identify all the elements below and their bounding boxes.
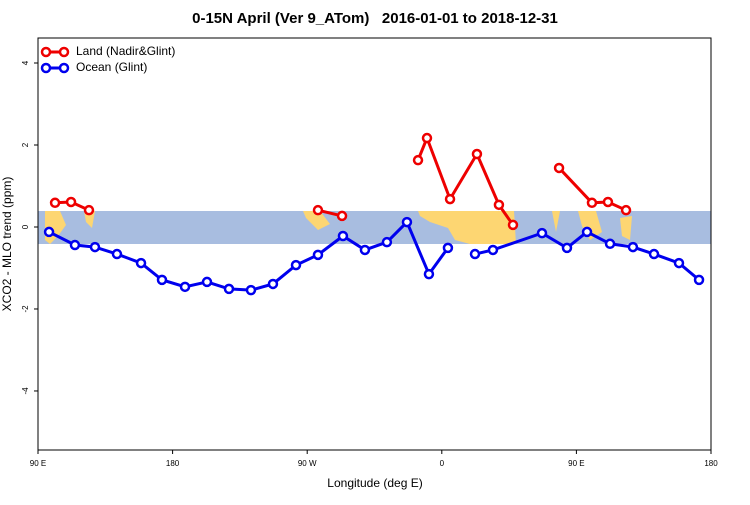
point: [444, 193, 456, 205]
point: [627, 241, 639, 253]
legend-marker: [40, 46, 52, 58]
point: [49, 197, 61, 209]
x-tick-label: 90 E: [568, 459, 584, 468]
x-tick-label: 180: [166, 459, 180, 468]
y-axis-label: XCO2 - MLO trend (ppm): [0, 177, 14, 312]
point: [553, 162, 565, 174]
point: [359, 244, 371, 256]
x-axis-label: Longitude (deg E): [327, 476, 422, 490]
point: [423, 268, 435, 280]
point: [135, 257, 147, 269]
x-tick-label: 0: [440, 459, 445, 468]
point: [201, 276, 213, 288]
point: [561, 242, 573, 254]
plot-frame: [37, 37, 712, 451]
legend-label: Ocean (Glint): [76, 60, 147, 74]
point: [536, 227, 548, 239]
point: [179, 281, 191, 293]
point: [507, 219, 519, 231]
y-tick-label: 2: [21, 142, 30, 147]
y-tick-label: 4: [21, 60, 30, 65]
point: [401, 216, 413, 228]
x-tick-label: 180: [704, 459, 718, 468]
land-shapes: [45, 211, 632, 244]
point: [581, 226, 593, 238]
point: [421, 132, 433, 144]
point: [673, 257, 685, 269]
point: [69, 239, 81, 251]
y-tick-label: -4: [21, 387, 30, 395]
point: [693, 274, 705, 286]
point: [245, 284, 257, 296]
point: [337, 230, 349, 242]
point: [381, 236, 393, 248]
point: [336, 210, 348, 222]
legend-marker: [58, 62, 70, 74]
point: [469, 248, 481, 260]
point: [602, 196, 614, 208]
chart-title: 0-15N April (Ver 9_ATom) 2016-01-01 to 2…: [192, 10, 558, 27]
point: [111, 248, 123, 260]
point: [223, 283, 235, 295]
y-tick-label: -2: [21, 305, 30, 313]
y-tick-label: 0: [21, 224, 30, 229]
point: [290, 259, 302, 271]
point: [487, 244, 499, 256]
point: [267, 278, 279, 290]
x-tick-label: 90 W: [298, 459, 317, 468]
point: [156, 274, 168, 286]
point: [43, 226, 55, 238]
point: [83, 204, 95, 216]
point: [620, 204, 632, 216]
point: [89, 241, 101, 253]
legend-marker: [58, 46, 70, 58]
point: [312, 249, 324, 261]
x-tick-label: 90 E: [30, 459, 46, 468]
point: [471, 148, 483, 160]
point: [604, 238, 616, 250]
point: [586, 197, 598, 209]
point: [648, 248, 660, 260]
legend-label: Land (Nadir&Glint): [76, 44, 175, 58]
point: [493, 199, 505, 211]
legend-marker: [40, 62, 52, 74]
point: [65, 196, 77, 208]
point: [412, 154, 424, 166]
point: [442, 242, 454, 254]
point: [312, 204, 324, 216]
